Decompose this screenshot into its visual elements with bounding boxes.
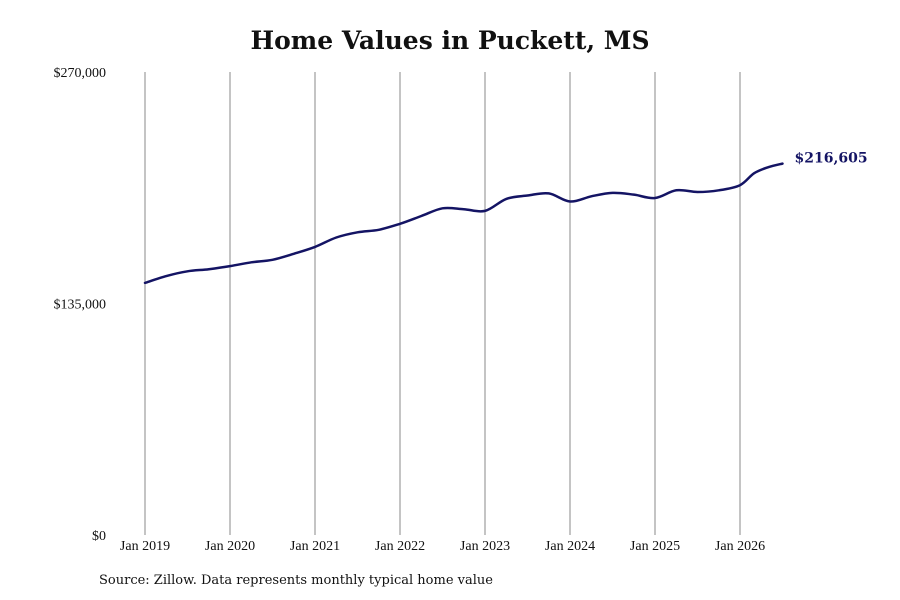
x-tick-label: Jan 2026	[715, 539, 765, 554]
x-tick-label: Jan 2021	[290, 539, 340, 554]
x-tick-label: Jan 2019	[120, 539, 170, 554]
grid-lines	[144, 72, 741, 535]
chart-title: Home Values in Puckett, MS	[250, 26, 650, 55]
x-tick-label: Jan 2020	[205, 539, 255, 554]
source-note: Source: Zillow. Data represents monthly …	[99, 573, 493, 588]
y-tick-label: $270,000	[54, 66, 107, 81]
x-tick-label: Jan 2023	[460, 539, 510, 554]
y-tick-label: $0	[92, 529, 106, 544]
x-tick-label: Jan 2024	[545, 539, 595, 554]
last-value-label: $216,605	[795, 151, 868, 167]
x-axis-ticks: Jan 2019 Jan 2020 Jan 2021 Jan 2022 Jan 2023…	[120, 539, 765, 554]
x-tick-label: Jan 2022	[375, 539, 425, 554]
y-tick-label: $135,000	[54, 298, 107, 313]
y-axis-ticks: $0 $135,000 $270,000	[54, 66, 107, 544]
series-line	[143, 162, 784, 285]
x-tick-label: Jan 2025	[630, 539, 680, 554]
